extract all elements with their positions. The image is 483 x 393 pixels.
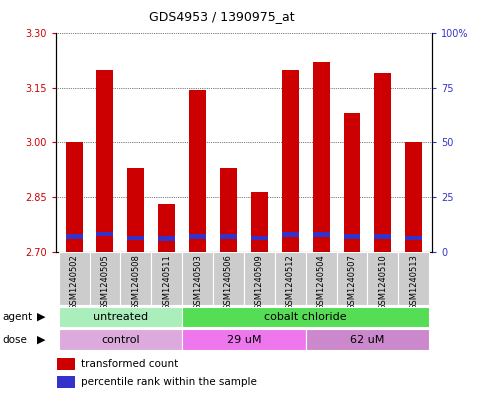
Bar — [343, 234, 360, 239]
Bar — [97, 232, 114, 237]
Bar — [275, 252, 306, 305]
Text: transformed count: transformed count — [81, 359, 178, 369]
Bar — [368, 252, 398, 305]
Text: ▶: ▶ — [37, 312, 45, 322]
Text: 29 uM: 29 uM — [227, 334, 261, 345]
Bar — [306, 329, 429, 350]
Text: untreated: untreated — [93, 312, 148, 322]
Bar — [151, 252, 182, 305]
Bar — [58, 252, 89, 305]
Bar — [405, 142, 422, 252]
Text: dose: dose — [2, 334, 28, 345]
Bar — [343, 113, 360, 252]
Bar — [120, 252, 151, 305]
Text: control: control — [101, 334, 140, 345]
Bar — [58, 329, 182, 350]
Bar — [337, 252, 368, 305]
Bar — [182, 329, 306, 350]
Bar — [182, 307, 429, 327]
Text: GDS4953 / 1390975_at: GDS4953 / 1390975_at — [149, 10, 295, 23]
Bar — [66, 142, 83, 252]
Bar — [220, 234, 237, 239]
Bar — [313, 232, 329, 237]
Bar — [251, 236, 268, 241]
Bar — [128, 236, 144, 241]
Bar — [282, 232, 298, 237]
Text: GSM1240508: GSM1240508 — [131, 254, 141, 310]
Text: GSM1240507: GSM1240507 — [347, 254, 356, 310]
Bar — [189, 234, 206, 239]
Text: GSM1240513: GSM1240513 — [409, 254, 418, 310]
Bar — [405, 236, 422, 241]
Bar — [220, 168, 237, 252]
Text: ▶: ▶ — [37, 334, 45, 345]
Bar — [158, 236, 175, 241]
Text: GSM1240504: GSM1240504 — [317, 254, 326, 310]
Bar — [244, 252, 275, 305]
Bar — [89, 252, 120, 305]
Text: 62 uM: 62 uM — [350, 334, 384, 345]
Text: GSM1240510: GSM1240510 — [378, 254, 387, 310]
Bar — [374, 73, 391, 252]
Text: GSM1240511: GSM1240511 — [162, 254, 171, 310]
Bar — [282, 70, 298, 252]
Bar — [97, 70, 114, 252]
Bar — [313, 62, 329, 252]
Text: GSM1240512: GSM1240512 — [286, 254, 295, 310]
Bar — [66, 234, 83, 239]
Text: GSM1240506: GSM1240506 — [224, 254, 233, 310]
Bar — [128, 168, 144, 252]
Bar — [251, 191, 268, 252]
Bar — [158, 204, 175, 252]
Text: percentile rank within the sample: percentile rank within the sample — [81, 377, 257, 387]
Bar — [57, 358, 75, 370]
Text: GSM1240502: GSM1240502 — [70, 254, 79, 310]
Bar — [57, 376, 75, 388]
Bar — [213, 252, 244, 305]
Bar — [189, 90, 206, 252]
Bar — [306, 252, 337, 305]
Bar — [182, 252, 213, 305]
Text: cobalt chloride: cobalt chloride — [264, 312, 347, 322]
Text: GSM1240509: GSM1240509 — [255, 254, 264, 310]
Bar — [398, 252, 429, 305]
Text: GSM1240505: GSM1240505 — [100, 254, 110, 310]
Text: agent: agent — [2, 312, 32, 322]
Bar — [374, 234, 391, 239]
Bar — [58, 307, 182, 327]
Text: GSM1240503: GSM1240503 — [193, 254, 202, 310]
